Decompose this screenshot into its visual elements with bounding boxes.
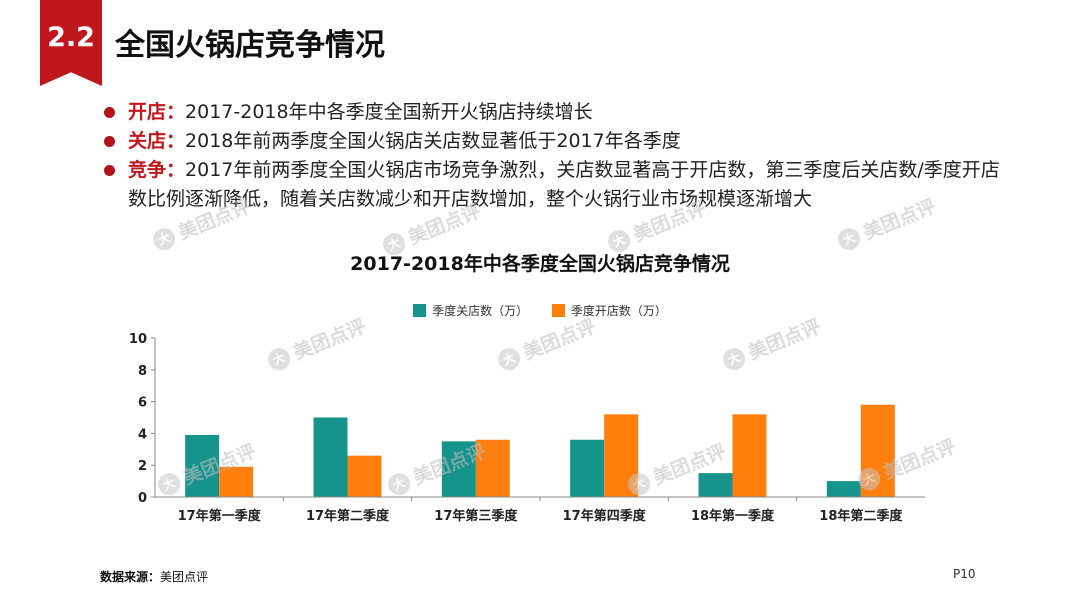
page-number: P10 <box>953 567 976 581</box>
y-tick-label: 0 <box>138 491 147 506</box>
bar-closed <box>570 439 605 497</box>
bullet-key: 开店： <box>128 101 186 123</box>
bar-opened <box>347 455 382 497</box>
x-tick-label: 17年第四季度 <box>563 508 647 524</box>
legend-item-closed: 季度关店数（万） <box>413 302 528 319</box>
x-tick-label: 18年第二季度 <box>819 508 903 524</box>
section-badge: 2.2 <box>40 0 102 86</box>
bullet-dot-icon <box>104 107 115 118</box>
y-tick-label: 2 <box>138 459 147 474</box>
bar-closed <box>826 481 861 497</box>
legend-label-closed: 季度关店数（万） <box>432 304 529 318</box>
source-value: 美团点评 <box>160 570 209 584</box>
y-tick-label: 8 <box>138 364 147 379</box>
bar-closed <box>185 434 220 497</box>
chart-title: 2017-2018年中各季度全国火锅店竞争情况 <box>350 253 730 275</box>
bullet-closing: 关店：2018年前两季度全国火锅店关店数显著低于2017年各季度 <box>102 127 1002 156</box>
x-tick-label: 17年第二季度 <box>306 508 390 524</box>
bullet-dot-icon <box>104 165 115 176</box>
bar-opened <box>732 414 767 497</box>
bullet-text: 2017年前两季度全国火锅店市场竞争激烈，关店数显著高于开店数，第三季度后关店数… <box>128 159 1000 210</box>
bullet-dot-icon <box>104 136 115 147</box>
bar-closed <box>698 473 733 497</box>
x-axis: 17年第一季度 17年第二季度 17年第三季度 17年第四季度 18年第一季度 18年第二… <box>155 496 925 524</box>
chart-legend: 季度关店数（万） 季度开店数（万） <box>0 302 1080 320</box>
y-tick-label: 6 <box>138 396 147 411</box>
legend-swatch-opened <box>551 304 565 317</box>
bullet-text: 2017-2018年中各季度全国新开火锅店持续增长 <box>185 101 593 123</box>
bullet-key: 关店： <box>128 130 186 152</box>
legend-label-opened: 季度开店数（万） <box>570 304 667 318</box>
bullet-opening: 开店：2017-2018年中各季度全国新开火锅店持续增长 <box>102 98 1002 127</box>
legend-swatch-closed <box>413 304 427 317</box>
bullet-list: 开店：2017-2018年中各季度全国新开火锅店持续增长 关店：2018年前两季… <box>102 98 1002 214</box>
legend-item-opened: 季度开店数（万） <box>551 302 667 319</box>
page-title: 全国火锅店竞争情况 <box>115 28 385 63</box>
x-tick-label: 17年第三季度 <box>434 508 518 524</box>
bar-closed <box>441 441 476 497</box>
x-tick-label: 18年第一季度 <box>691 508 775 524</box>
bar-closed <box>313 417 348 497</box>
source-label: 数据来源： <box>100 570 161 584</box>
y-tick-label: 4 <box>138 427 147 442</box>
x-tick-label: 17年第一季度 <box>178 508 262 524</box>
bar-opened <box>219 466 254 497</box>
bars <box>185 404 895 497</box>
bullet-competition: 竞争：2017年前两季度全国火锅店市场竞争激烈，关店数显著高于开店数，第三季度后… <box>102 156 1002 214</box>
y-tick-label: 10 <box>129 332 147 347</box>
data-source: 数据来源：美团点评 <box>100 568 208 585</box>
section-number: 2.2 <box>47 22 95 53</box>
bullet-text: 2018年前两季度全国火锅店关店数显著低于2017年各季度 <box>185 130 681 152</box>
y-axis: 0 2 4 6 8 10 <box>129 332 156 506</box>
bar-opened <box>475 439 510 497</box>
bullet-key: 竞争： <box>128 159 186 181</box>
